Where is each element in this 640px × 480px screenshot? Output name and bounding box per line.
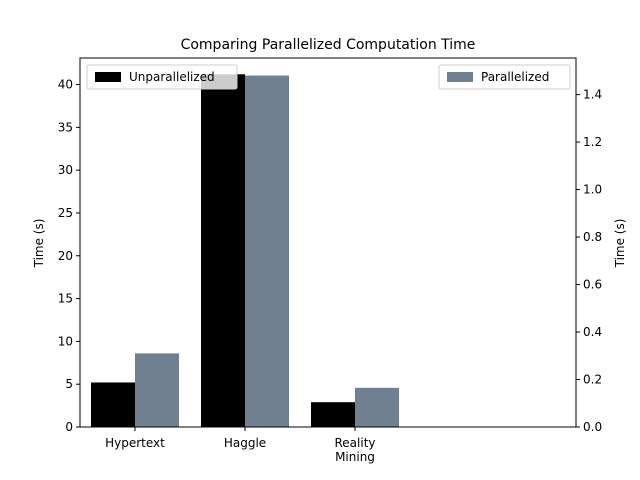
legend-box: [86, 64, 238, 90]
x-tick-label: Hypertext: [105, 436, 165, 450]
bar-parallelized-1: [135, 353, 179, 427]
right-tick-label: 1.2: [583, 135, 602, 149]
left-tick-label: 15: [58, 292, 73, 306]
bars-layer: [91, 74, 399, 428]
bar-unparallelized-3: [311, 402, 355, 427]
x-tick-label: Reality: [334, 436, 375, 450]
left-tick-label: 5: [65, 377, 73, 391]
chart-title: Comparing Parallelized Computation Time: [181, 37, 476, 53]
right-y-ticks: 0.0 0.2 0.4 0.6 0.8 1.0 1.2 1.4: [576, 88, 602, 434]
right-tick-label: 0.2: [583, 373, 602, 387]
bar-unparallelized-2: [201, 74, 245, 428]
x-tick-label: Mining: [335, 450, 375, 464]
left-y-ticks: 0 5 10 15 20 25 30 35 40: [58, 78, 80, 434]
axes-layer: [79, 57, 577, 428]
legend-swatch: [95, 72, 121, 82]
plot-frame: [79, 57, 577, 428]
legend-swatch: [447, 72, 473, 82]
legend-label: Parallelized: [481, 70, 549, 84]
left-y-axis-label: Time (s): [32, 219, 46, 269]
left-tick-label: 10: [58, 334, 73, 348]
legend-label: Unparallelized: [129, 70, 215, 84]
right-tick-label: 0.8: [583, 230, 602, 244]
x-tick-label: Haggle: [224, 436, 266, 450]
legend-parallelized: Parallelized: [438, 64, 571, 90]
right-y-axis-label: Time (s): [613, 219, 627, 269]
right-tick-label: 0.4: [583, 325, 602, 339]
legend-box: [438, 64, 571, 90]
legend-unparallelized: Unparallelized: [86, 64, 238, 90]
bar-parallelized-3: [355, 387, 399, 427]
right-tick-label: 1.0: [583, 183, 602, 197]
left-tick-label: 20: [58, 249, 73, 263]
left-tick-label: 40: [58, 78, 73, 92]
left-tick-label: 0: [65, 420, 73, 434]
left-tick-label: 25: [58, 206, 73, 220]
left-tick-label: 35: [58, 120, 73, 134]
bar-unparallelized-1: [91, 382, 135, 427]
left-tick-label: 30: [58, 163, 73, 177]
right-tick-label: 1.4: [583, 88, 602, 102]
right-tick-label: 0.6: [583, 278, 602, 292]
bar-parallelized-2: [245, 75, 289, 428]
right-tick-label: 0.0: [583, 420, 602, 434]
